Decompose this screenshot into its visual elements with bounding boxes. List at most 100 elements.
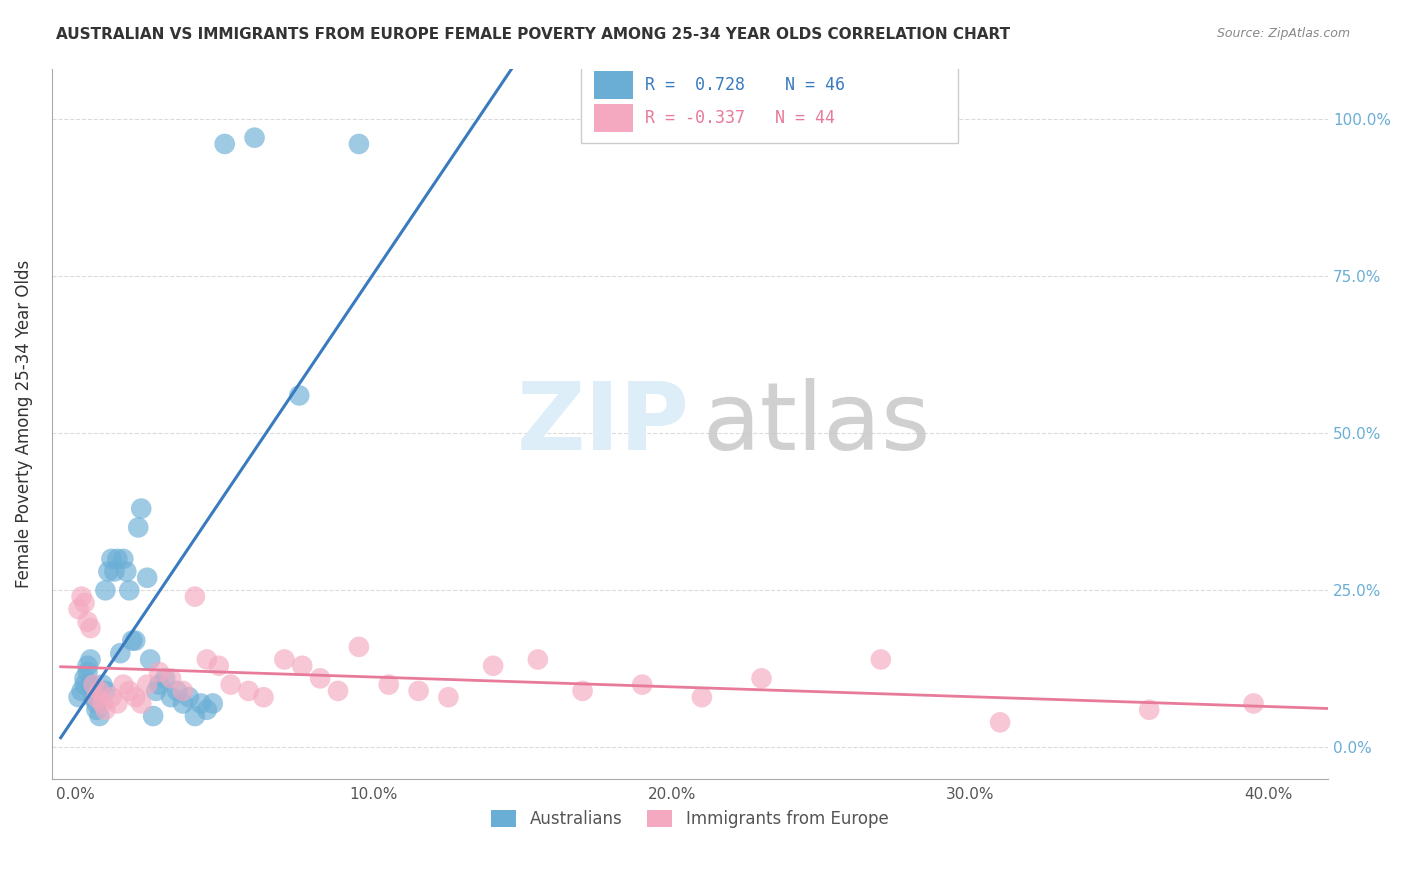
Point	[408, 684, 430, 698]
Point	[377, 678, 399, 692]
Point	[273, 652, 295, 666]
Point	[79, 621, 101, 635]
Bar	[582, 62, 957, 143]
Point	[67, 690, 90, 705]
Point	[195, 703, 218, 717]
Point	[112, 678, 135, 692]
Point	[83, 678, 105, 692]
Point	[219, 678, 242, 692]
Point	[1137, 703, 1160, 717]
Point	[437, 690, 460, 705]
Point	[70, 684, 93, 698]
Point	[1243, 697, 1265, 711]
Point	[527, 652, 550, 666]
Point	[70, 590, 93, 604]
Text: Source: ZipAtlas.com: Source: ZipAtlas.com	[1216, 27, 1350, 40]
Point	[118, 583, 141, 598]
Point	[631, 678, 654, 692]
Point	[690, 690, 713, 705]
Point	[142, 709, 165, 723]
Point	[73, 678, 96, 692]
Point	[110, 646, 132, 660]
Point	[309, 671, 332, 685]
Y-axis label: Female Poverty Among 25-34 Year Olds: Female Poverty Among 25-34 Year Olds	[15, 260, 32, 588]
Point	[139, 652, 162, 666]
Point	[79, 678, 101, 692]
Point	[121, 633, 143, 648]
Point	[571, 684, 593, 698]
Point	[76, 658, 98, 673]
Point	[73, 596, 96, 610]
Point	[166, 684, 188, 698]
Point	[208, 658, 231, 673]
Point	[243, 130, 266, 145]
Point	[103, 565, 125, 579]
Point	[105, 552, 128, 566]
Point	[172, 684, 194, 698]
Point	[291, 658, 314, 673]
Point	[83, 690, 105, 705]
Text: atlas: atlas	[703, 377, 931, 470]
Point	[91, 697, 114, 711]
Point	[869, 652, 891, 666]
Point	[100, 552, 122, 566]
Point	[988, 715, 1011, 730]
Point	[89, 684, 111, 698]
Point	[83, 684, 105, 698]
Text: R = -0.337   N = 44: R = -0.337 N = 44	[645, 109, 835, 128]
Point	[347, 136, 370, 151]
Point	[94, 684, 117, 698]
Point	[79, 652, 101, 666]
Point	[97, 565, 120, 579]
Point	[238, 684, 260, 698]
Point	[127, 520, 149, 534]
Point	[177, 690, 200, 705]
Point	[67, 602, 90, 616]
Point	[148, 665, 170, 679]
Point	[76, 615, 98, 629]
Point	[148, 678, 170, 692]
Point	[115, 565, 138, 579]
Point	[145, 684, 167, 698]
Point	[136, 571, 159, 585]
Point	[160, 690, 183, 705]
Text: R =  0.728    N = 46: R = 0.728 N = 46	[645, 76, 845, 94]
Point	[129, 697, 152, 711]
Point	[124, 633, 146, 648]
Point	[76, 665, 98, 679]
Point	[136, 678, 159, 692]
Point	[172, 697, 194, 711]
Point	[214, 136, 236, 151]
Point	[751, 671, 773, 685]
Point	[86, 703, 108, 717]
Point	[252, 690, 274, 705]
Point	[153, 671, 176, 685]
Point	[94, 583, 117, 598]
Point	[73, 671, 96, 685]
Point	[89, 709, 111, 723]
Point	[482, 658, 505, 673]
Point	[100, 690, 122, 705]
Point	[288, 388, 311, 402]
Point	[124, 690, 146, 705]
Point	[94, 703, 117, 717]
Point	[86, 690, 108, 705]
Point	[160, 671, 183, 685]
Point	[112, 552, 135, 566]
Point	[326, 684, 349, 698]
Point	[184, 590, 207, 604]
Point	[129, 501, 152, 516]
Point	[184, 709, 207, 723]
Point	[201, 697, 224, 711]
Point	[105, 697, 128, 711]
Point	[91, 678, 114, 692]
Legend: Australians, Immigrants from Europe: Australians, Immigrants from Europe	[485, 803, 896, 835]
Point	[195, 652, 218, 666]
Text: AUSTRALIAN VS IMMIGRANTS FROM EUROPE FEMALE POVERTY AMONG 25-34 YEAR OLDS CORREL: AUSTRALIAN VS IMMIGRANTS FROM EUROPE FEM…	[56, 27, 1011, 42]
Point	[190, 697, 212, 711]
Point	[86, 697, 108, 711]
Bar	[595, 104, 633, 132]
Text: ZIP: ZIP	[517, 377, 690, 470]
Point	[118, 684, 141, 698]
Bar	[595, 70, 633, 99]
